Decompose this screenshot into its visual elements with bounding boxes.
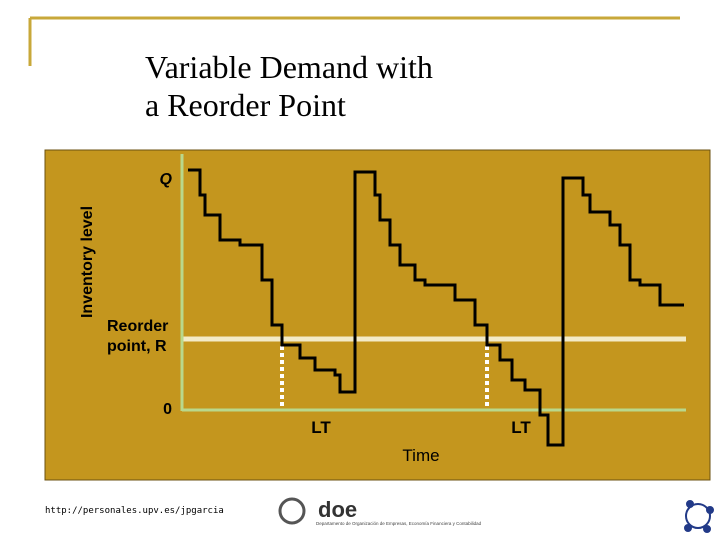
department-text: Departamento de Organización de Empresas… <box>316 521 482 526</box>
inventory-path <box>188 168 684 447</box>
reorder-label: Reorder <box>107 318 168 335</box>
logo-text: doe <box>318 497 357 522</box>
q-label: Q <box>160 171 173 188</box>
chart-panel <box>44 149 711 481</box>
x-axis-label: Time <box>402 446 439 465</box>
logo-mark <box>278 497 306 525</box>
lead-time-label: LT <box>311 418 331 437</box>
footer-url: http://personales.upv.es/jpgarcia <box>45 506 224 516</box>
title-line: Variable Demand with <box>145 49 433 85</box>
title-line: a Reorder Point <box>145 87 346 123</box>
y-axis-label: Inventory level <box>79 206 96 318</box>
reorder-label: point, R <box>107 338 167 355</box>
lead-time-label: LT <box>511 418 531 437</box>
network-icon <box>684 500 714 533</box>
zero-label: 0 <box>163 401 172 418</box>
